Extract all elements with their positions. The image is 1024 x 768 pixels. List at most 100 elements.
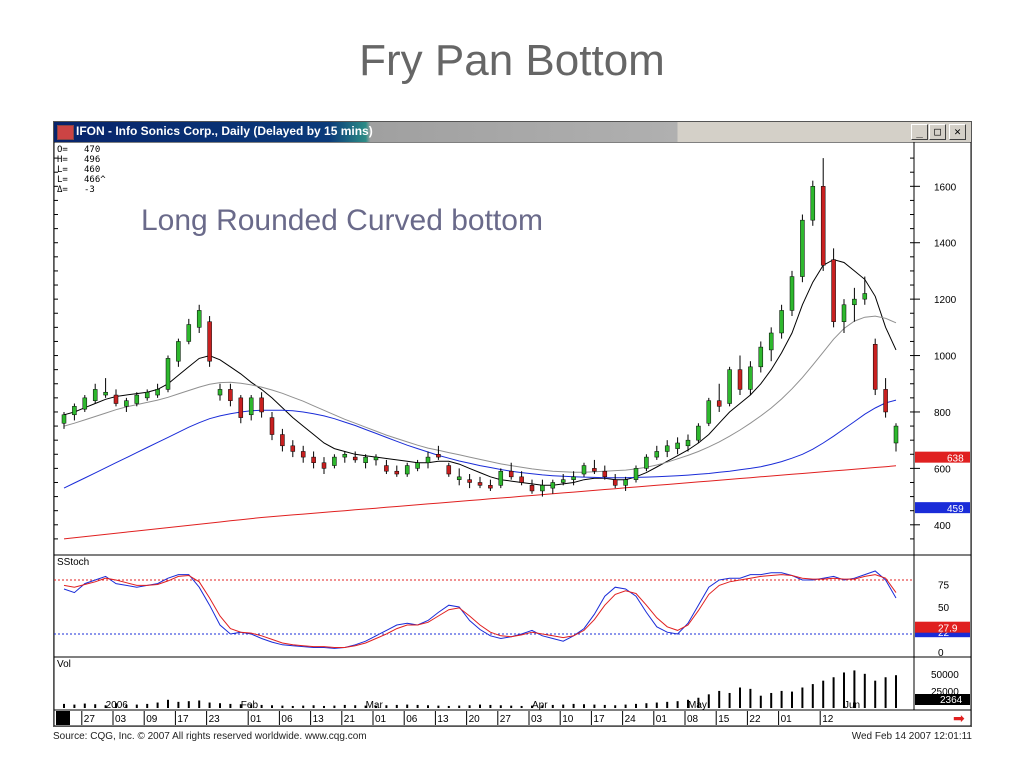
date-label: 03 — [115, 714, 127, 725]
candle-body — [300, 451, 306, 458]
price-marker-label: 459 — [947, 504, 964, 515]
candle-body — [571, 476, 576, 480]
candle-body — [134, 394, 140, 404]
readout-label: L= — [57, 175, 68, 185]
stoch-plot — [54, 570, 914, 649]
candle-body — [664, 445, 670, 452]
candle-body — [581, 465, 587, 475]
stoch-panel-title: SStoch — [57, 557, 89, 568]
date-label: 08 — [687, 714, 699, 725]
maximize-button[interactable]: □ — [929, 124, 946, 140]
price-tick-label: 1600 — [934, 182, 957, 193]
candle-body — [498, 470, 504, 486]
stoch-tick-label: 75 — [938, 581, 950, 592]
window-titlebar[interactable]: IFON - Info Sonics Corp., Daily (Delayed… — [54, 122, 971, 142]
candle-body — [602, 470, 608, 478]
date-label: 27 — [84, 714, 96, 725]
date-label: 13 — [437, 714, 449, 725]
stoch-tick-label: 50 — [938, 603, 950, 614]
candle-body — [72, 406, 77, 416]
price-marker — [915, 502, 970, 514]
candle-body — [529, 485, 535, 492]
candle-body — [394, 470, 400, 475]
candle-body — [176, 341, 181, 362]
date-label: 03 — [531, 714, 543, 725]
stoch-axis-panel — [913, 554, 971, 658]
date-label: 06 — [281, 714, 293, 725]
month-label: Mar — [366, 700, 384, 711]
candle-body — [768, 332, 774, 351]
stoch-marker — [915, 621, 970, 633]
candle-body — [644, 456, 649, 469]
candle-body — [290, 445, 296, 452]
candle-body — [61, 414, 67, 424]
candle-body — [342, 454, 348, 458]
candle-body — [789, 276, 795, 311]
scroll-left-box[interactable] — [56, 711, 70, 725]
app-icon — [57, 125, 74, 140]
candle-body — [488, 485, 493, 489]
month-label: May — [688, 700, 707, 711]
date-axis-panel — [54, 709, 971, 726]
month-label: Jun — [844, 700, 860, 711]
timestamp: Wed Feb 14 2007 12:01:11 — [851, 731, 972, 742]
candle-body — [207, 321, 212, 362]
candle-body — [165, 358, 171, 390]
candle-body — [560, 479, 566, 483]
candle-body — [820, 186, 826, 266]
stoch-panel — [54, 554, 915, 658]
candle-body — [196, 310, 202, 328]
stoch-tick-label: 0 — [938, 648, 944, 659]
stoch-marker-label: 27.9 — [938, 624, 958, 635]
candle-body — [519, 476, 524, 483]
candle-body — [155, 389, 160, 396]
candle-body — [311, 456, 316, 463]
candle-body — [883, 389, 888, 413]
month-label: 2006 — [106, 700, 129, 711]
candle-body — [259, 397, 264, 413]
volume-panel — [54, 656, 915, 711]
candle-body — [716, 400, 722, 407]
candle-body — [623, 479, 628, 486]
candle-body — [415, 462, 420, 469]
candle-body — [363, 456, 368, 463]
price-tick-label: 1400 — [934, 239, 957, 250]
axes: 4006008001000120014001600638459025507522… — [54, 157, 970, 725]
candle-body — [280, 434, 285, 447]
candle-body — [373, 456, 379, 461]
slide-title: Fry Pan Bottom — [359, 36, 665, 85]
date-label: 09 — [146, 714, 158, 725]
close-button[interactable]: ✕ — [949, 124, 966, 140]
date-label: 23 — [209, 714, 221, 725]
date-label: 21 — [344, 714, 356, 725]
candle-body — [737, 369, 743, 390]
candle-body — [467, 479, 472, 483]
volume-plot — [63, 670, 897, 708]
volume-panel-title: Vol — [57, 659, 71, 670]
date-label: 20 — [469, 714, 481, 725]
candle-body — [706, 400, 712, 424]
date-label: 01 — [250, 714, 262, 725]
volume-marker-label: 2364 — [940, 695, 963, 706]
date-label: 01 — [656, 714, 668, 725]
candle-body — [352, 456, 358, 461]
stoch-marker-label: 22 — [938, 628, 950, 639]
candle-body — [269, 417, 275, 435]
minimize-button[interactable]: _ — [911, 124, 928, 140]
readout-label: H= — [57, 155, 68, 165]
volume-tick-label: 50000 — [931, 670, 959, 681]
candle-body — [654, 451, 660, 458]
price-marker-label: 638 — [947, 454, 964, 465]
date-label: 01 — [781, 714, 793, 725]
candle-body — [217, 389, 223, 396]
candle-body — [685, 439, 691, 447]
annotation-text: Long Rounded Curved bottom — [141, 204, 543, 237]
source-credit: Source: CQG, Inc. © 2007 All rights rese… — [53, 731, 367, 742]
candle-body — [404, 465, 410, 475]
scroll-right-arrow-icon[interactable]: ➡ — [953, 711, 965, 726]
price-tick-label: 800 — [934, 408, 951, 419]
candle-body — [758, 346, 764, 368]
price-tick-label: 600 — [934, 464, 951, 475]
candle-body — [592, 468, 597, 472]
date-label: 06 — [406, 714, 418, 725]
